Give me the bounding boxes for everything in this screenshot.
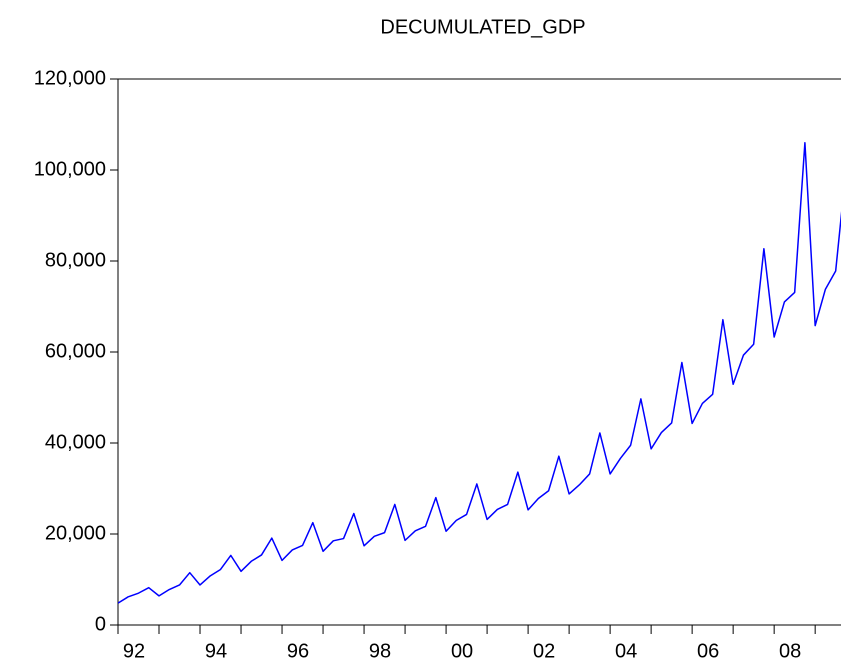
x-tick-label: 04 [615,640,637,662]
x-tick-label: 02 [533,640,555,662]
x-tick-label: 08 [779,640,801,662]
x-tick-label: 06 [697,640,719,662]
y-tick-label: 40,000 [45,431,106,453]
data-line [118,141,841,604]
y-tick-label: 100,000 [34,158,106,180]
chart-title: DECUMULATED_GDP [380,16,585,38]
y-tick-label: 80,000 [45,249,106,271]
x-tick-label: 94 [205,640,227,662]
x-tick-label: 92 [123,640,145,662]
y-tick-label: 20,000 [45,522,106,544]
y-tick-label: 60,000 [45,340,106,362]
x-tick-label: 98 [369,640,391,662]
y-tick-label: 0 [95,613,106,635]
x-tick-label: 96 [287,640,309,662]
y-tick-label: 120,000 [34,67,106,89]
x-tick-label: 00 [451,640,473,662]
plot-area [118,141,841,604]
